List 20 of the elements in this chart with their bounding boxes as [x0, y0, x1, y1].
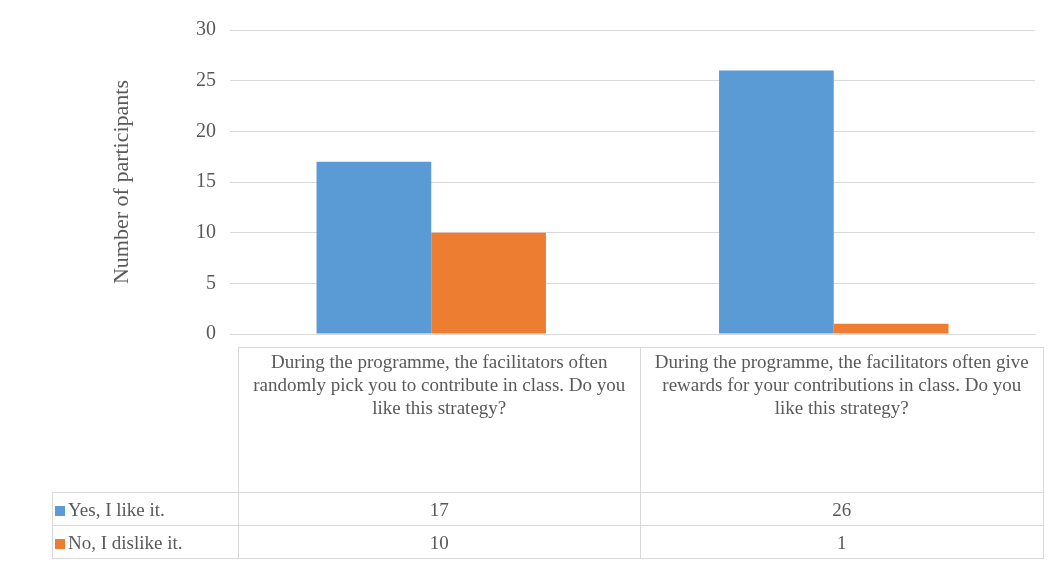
bar [719, 70, 834, 334]
y-axis-title: Number of participants [107, 79, 133, 285]
y-tick-label: 0 [206, 321, 216, 344]
data-label: 26 [640, 492, 1043, 526]
y-tick-label: 20 [196, 118, 216, 141]
legend-label: Yes, I like it. [52, 492, 238, 526]
y-tick-label: 15 [196, 169, 216, 192]
bar [833, 323, 949, 334]
x-tick-label: During the programme, the facilitators often randomly pick you to contribute in class. Do you like this strategy? [238, 347, 641, 493]
x-tick-label: During the programme, the facilitators often give rewards for your contributions in class. Do you like this strategy? [640, 347, 1043, 493]
y-tick-label: 30 [196, 17, 216, 40]
data-label: 17 [238, 492, 641, 526]
legend-label: No, I dislike it. [52, 525, 238, 559]
y-tick-label: 10 [196, 219, 216, 242]
bar [431, 232, 546, 334]
data-label: 10 [238, 525, 641, 559]
bar [316, 161, 432, 334]
y-tick-label: 25 [196, 67, 216, 90]
y-tick-label: 5 [206, 270, 216, 293]
data-label: 1 [640, 525, 1043, 559]
